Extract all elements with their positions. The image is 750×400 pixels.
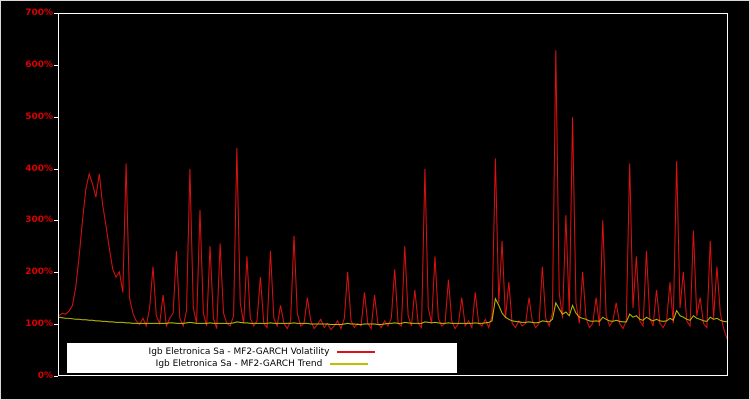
y-axis-tick-label: 600% xyxy=(25,59,53,70)
y-axis-tick-label: 500% xyxy=(25,111,53,122)
y-axis-tick-label: 300% xyxy=(25,215,53,226)
legend-label-trend: Igb Eletronica Sa - MF2-GARCH Trend xyxy=(155,359,323,369)
y-axis-tick-label: 700% xyxy=(25,8,53,18)
volatility-line xyxy=(59,50,727,340)
y-axis-tick-label: 400% xyxy=(25,163,53,174)
legend-item-volatility: Igb Eletronica Sa - MF2-GARCH Volatility xyxy=(71,346,453,358)
y-axis-tickmark xyxy=(54,376,58,377)
plot-area: Igb Eletronica Sa - MF2-GARCH Volatility… xyxy=(58,13,728,376)
y-axis-tick-label: 0% xyxy=(37,371,53,381)
legend-line-sample-trend xyxy=(330,363,369,365)
y-axis-tick-label: 200% xyxy=(25,267,53,278)
legend-line-sample-volatility xyxy=(337,351,376,353)
y-axis-tick-label: 100% xyxy=(25,319,53,330)
legend-item-trend: Igb Eletronica Sa - MF2-GARCH Trend xyxy=(71,358,453,370)
chart-canvas xyxy=(59,50,727,340)
legend: Igb Eletronica Sa - MF2-GARCH Volatility… xyxy=(67,343,457,373)
trend-line xyxy=(59,297,727,325)
legend-label-volatility: Igb Eletronica Sa - MF2-GARCH Volatility xyxy=(148,347,330,357)
